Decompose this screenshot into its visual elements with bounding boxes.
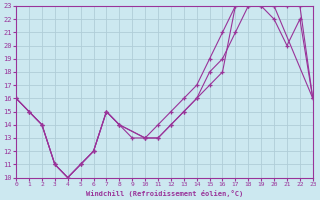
X-axis label: Windchill (Refroidissement éolien,°C): Windchill (Refroidissement éolien,°C) — [86, 190, 243, 197]
